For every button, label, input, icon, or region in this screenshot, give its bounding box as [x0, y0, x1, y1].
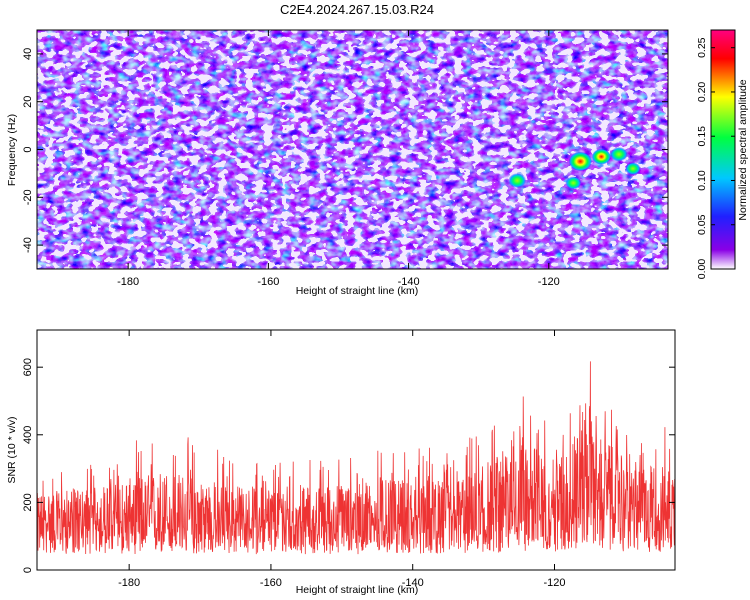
snr-series-line	[37, 361, 675, 555]
spectrogram-x-label: Height of straight line (km)	[296, 285, 419, 297]
snr-frame	[36, 329, 676, 571]
spectrogram-hotspot	[508, 173, 527, 189]
snr-y-label: SNR (10 * v/v)	[6, 416, 18, 483]
snr-y-tick-label: 200	[22, 493, 34, 511]
snr-x-tick-label: -120	[543, 577, 565, 589]
snr-x-tick-label: -180	[118, 577, 140, 589]
snr-panel: -180 -160 -140 -120 0 200 400 600 Height of st…	[6, 329, 676, 596]
spectrogram-x-ticks: -180 -160 -140 -120	[117, 30, 560, 288]
spectrogram-x-tick-label: -160	[257, 276, 279, 288]
colorbar-tick-label: 0.05	[696, 214, 708, 235]
snr-x-ticks: -180 -160 -140 -120	[118, 330, 566, 589]
colorbar-gradient	[710, 29, 736, 270]
colorbar-label: Normalized spectral amplitude	[737, 79, 749, 220]
snr-x-tick-label: -140	[402, 577, 424, 589]
colorbar-ticks: 0.00 0.05 0.10 0.15 0.20 0.25	[696, 37, 735, 279]
spectrogram-y-label: Frequency (Hz)	[6, 114, 18, 186]
spectrogram-hotspot	[591, 148, 611, 165]
colorbar-tick-label: 0.10	[696, 170, 708, 191]
spectrogram-texture	[37, 30, 668, 269]
colorbar-tick-label: 0.15	[696, 126, 708, 147]
snr-y-tick-label: 600	[22, 358, 34, 376]
colorbar: 0.00 0.05 0.10 0.15 0.20 0.25 Normalized spec…	[696, 29, 749, 279]
spectrogram-hotspot	[565, 176, 582, 190]
spectrogram-y-tick-label: -20	[22, 189, 34, 205]
colorbar-tick-label: 0.20	[696, 82, 708, 103]
spectrogram-hotspot	[625, 162, 641, 176]
spectrogram-y-ticks: -40 -20 0 20 40	[22, 48, 668, 253]
snr-x-label: Height of straight line (km)	[296, 584, 419, 596]
chart-title: C2E4.2024.267.15.03.R24	[280, 2, 434, 17]
snr-x-tick-label: -160	[260, 577, 282, 589]
spectrogram-x-tick-label: -180	[117, 276, 139, 288]
spectrogram-hotspot	[568, 151, 593, 172]
spectrogram-y-tick-label: 20	[22, 96, 34, 108]
spectrogram-panel: -180 -160 -140 -120 -40 -20 0 20 40 Height of s…	[6, 29, 669, 297]
spectrogram-y-tick-label: 0	[22, 146, 34, 152]
snr-y-tick-label: 0	[22, 567, 34, 573]
spectrogram-x-tick-label: -120	[538, 276, 560, 288]
colorbar-tick-label: 0.25	[696, 37, 708, 58]
snr-y-ticks: 0 200 400 600	[22, 358, 675, 573]
spectrogram-y-tick-label: 40	[22, 48, 34, 60]
spectrogram-hotspot	[610, 146, 628, 162]
snr-y-tick-label: 400	[22, 426, 34, 444]
spectrogram-x-tick-label: -140	[398, 276, 420, 288]
colorbar-tick-label: 0.00	[696, 259, 708, 280]
spectrogram-y-tick-label: -40	[22, 237, 34, 253]
spectrogram-hotspots	[508, 146, 641, 190]
